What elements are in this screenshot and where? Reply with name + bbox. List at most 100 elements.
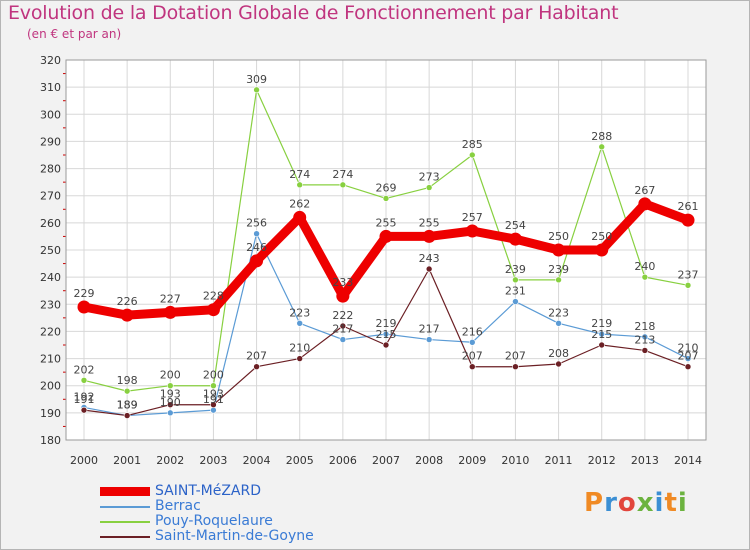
data-point-saint-martin-de-goyne bbox=[425, 265, 433, 273]
y-tick-label: 280 bbox=[40, 163, 61, 176]
data-point-berrac bbox=[555, 319, 562, 327]
data-point-saint-m-zard bbox=[293, 210, 307, 224]
data-label-saint-martin-de-goyne: 207 bbox=[246, 350, 267, 363]
data-label-pouy-roquelaure: 237 bbox=[678, 268, 699, 281]
x-tick-label: 2012 bbox=[588, 454, 616, 467]
data-label-saint-martin-de-goyne: 193 bbox=[203, 388, 224, 401]
data-point-pouy-roquelaure bbox=[123, 387, 131, 395]
data-point-saint-martin-de-goyne bbox=[555, 360, 562, 368]
data-label-saint-martin-de-goyne: 213 bbox=[634, 333, 655, 346]
data-point-berrac bbox=[425, 336, 433, 343]
data-label-saint-m-zard: 262 bbox=[289, 197, 310, 210]
chart-legend: SAINT-MéZARD Berrac Pouy-Roquelaure Saint-M… bbox=[100, 484, 314, 544]
data-label-berrac: 256 bbox=[246, 217, 267, 230]
data-point-saint-m-zard bbox=[379, 229, 393, 243]
logo-letter: o bbox=[617, 488, 637, 518]
data-point-saint-martin-de-goyne bbox=[684, 363, 692, 371]
data-point-pouy-roquelaure bbox=[555, 276, 562, 284]
data-point-saint-martin-de-goyne bbox=[123, 412, 131, 419]
x-tick-label: 2005 bbox=[286, 454, 314, 467]
data-label-pouy-roquelaure: 239 bbox=[548, 263, 569, 276]
data-label-pouy-roquelaure: 285 bbox=[462, 138, 483, 151]
chart-subtitle: (en € et par an) bbox=[27, 27, 122, 41]
data-point-saint-m-zard bbox=[336, 289, 350, 303]
data-label-pouy-roquelaure: 198 bbox=[117, 374, 138, 387]
data-point-berrac bbox=[641, 333, 649, 341]
data-point-saint-martin-de-goyne bbox=[468, 363, 476, 371]
data-label-saint-martin-de-goyne: 207 bbox=[678, 350, 699, 363]
x-tick-label: 2006 bbox=[329, 454, 357, 467]
data-point-saint-martin-de-goyne bbox=[80, 406, 88, 414]
data-point-saint-m-zard bbox=[163, 305, 177, 319]
data-point-saint-m-zard bbox=[250, 254, 264, 268]
data-point-pouy-roquelaure bbox=[468, 151, 476, 159]
legend-label: SAINT-MéZARD bbox=[155, 483, 262, 499]
data-point-saint-m-zard bbox=[638, 197, 652, 211]
logo-letter: i bbox=[677, 488, 688, 518]
y-tick-label: 310 bbox=[40, 81, 61, 94]
data-point-pouy-roquelaure bbox=[253, 86, 260, 94]
data-label-saint-martin-de-goyne: 208 bbox=[548, 347, 569, 360]
data-label-berrac: 210 bbox=[678, 342, 699, 355]
y-tick-label: 320 bbox=[40, 54, 61, 67]
data-label-berrac: 190 bbox=[160, 396, 181, 409]
legend-item: SAINT-MéZARD bbox=[100, 484, 314, 499]
data-label-pouy-roquelaure: 288 bbox=[591, 130, 612, 143]
legend-item: Saint-Martin-de-Goyne bbox=[100, 529, 314, 544]
logo-letter: r bbox=[604, 488, 618, 518]
data-label-saint-martin-de-goyne: 189 bbox=[117, 399, 138, 412]
legend-label: Pouy-Roquelaure bbox=[155, 513, 273, 529]
data-label-berrac: 216 bbox=[462, 325, 483, 338]
x-tick-label: 2002 bbox=[156, 454, 184, 467]
data-label-pouy-roquelaure: 240 bbox=[634, 260, 655, 273]
data-point-pouy-roquelaure bbox=[210, 382, 217, 390]
data-point-berrac bbox=[468, 338, 476, 346]
data-label-saint-m-zard: 226 bbox=[117, 295, 138, 308]
logo-letter: t bbox=[664, 488, 678, 518]
data-point-saint-m-zard bbox=[508, 232, 522, 246]
data-label-berrac: 231 bbox=[505, 285, 526, 298]
plot-border bbox=[65, 59, 707, 441]
data-label-saint-m-zard: 254 bbox=[505, 219, 526, 232]
data-label-pouy-roquelaure: 200 bbox=[203, 369, 224, 382]
data-point-berrac bbox=[210, 406, 217, 414]
data-label-saint-martin-de-goyne: 215 bbox=[591, 328, 612, 341]
legend-item: Berrac bbox=[100, 499, 314, 514]
data-point-saint-martin-de-goyne bbox=[253, 363, 260, 371]
data-label-saint-m-zard: 250 bbox=[548, 230, 569, 243]
data-label-saint-martin-de-goyne: 207 bbox=[462, 350, 483, 363]
data-point-berrac bbox=[684, 355, 692, 362]
x-tick-label: 2008 bbox=[415, 454, 443, 467]
x-tick-label: 2003 bbox=[199, 454, 227, 467]
data-point-berrac bbox=[382, 330, 390, 338]
y-tick-label: 240 bbox=[40, 271, 61, 284]
data-label-saint-m-zard: 255 bbox=[376, 216, 397, 229]
y-tick-label: 300 bbox=[40, 108, 61, 121]
data-label-saint-martin-de-goyne: 191 bbox=[74, 393, 95, 406]
data-label-saint-m-zard: 228 bbox=[203, 290, 224, 303]
data-point-saint-martin-de-goyne bbox=[641, 347, 649, 354]
data-label-saint-m-zard: 227 bbox=[160, 292, 181, 305]
data-label-saint-martin-de-goyne: 243 bbox=[419, 252, 440, 265]
x-tick-label: 2013 bbox=[631, 454, 659, 467]
proxiti-logo: Proxiti bbox=[584, 488, 688, 518]
y-tick-label: 190 bbox=[40, 407, 61, 420]
data-point-saint-m-zard bbox=[595, 243, 609, 257]
y-tick-label: 230 bbox=[40, 298, 61, 311]
legend-item: Pouy-Roquelaure bbox=[100, 514, 314, 529]
chart-title: Evolution de la Dotation Globale de Fonc… bbox=[8, 2, 619, 24]
data-label-berrac: 192 bbox=[74, 390, 95, 403]
data-label-saint-m-zard: 229 bbox=[74, 287, 95, 300]
legend-label: Berrac bbox=[155, 498, 201, 514]
legend-label: Saint-Martin-de-Goyne bbox=[155, 528, 314, 544]
data-point-saint-m-zard bbox=[77, 300, 91, 314]
data-label-pouy-roquelaure: 269 bbox=[376, 181, 397, 194]
data-point-saint-m-zard bbox=[120, 308, 134, 322]
legend-swatch bbox=[100, 505, 150, 508]
data-label-pouy-roquelaure: 274 bbox=[332, 168, 353, 181]
legend-swatch bbox=[100, 535, 150, 538]
data-label-berrac: 191 bbox=[203, 393, 224, 406]
data-label-saint-m-zard: 233 bbox=[332, 276, 353, 289]
y-tick-label: 210 bbox=[40, 353, 61, 366]
